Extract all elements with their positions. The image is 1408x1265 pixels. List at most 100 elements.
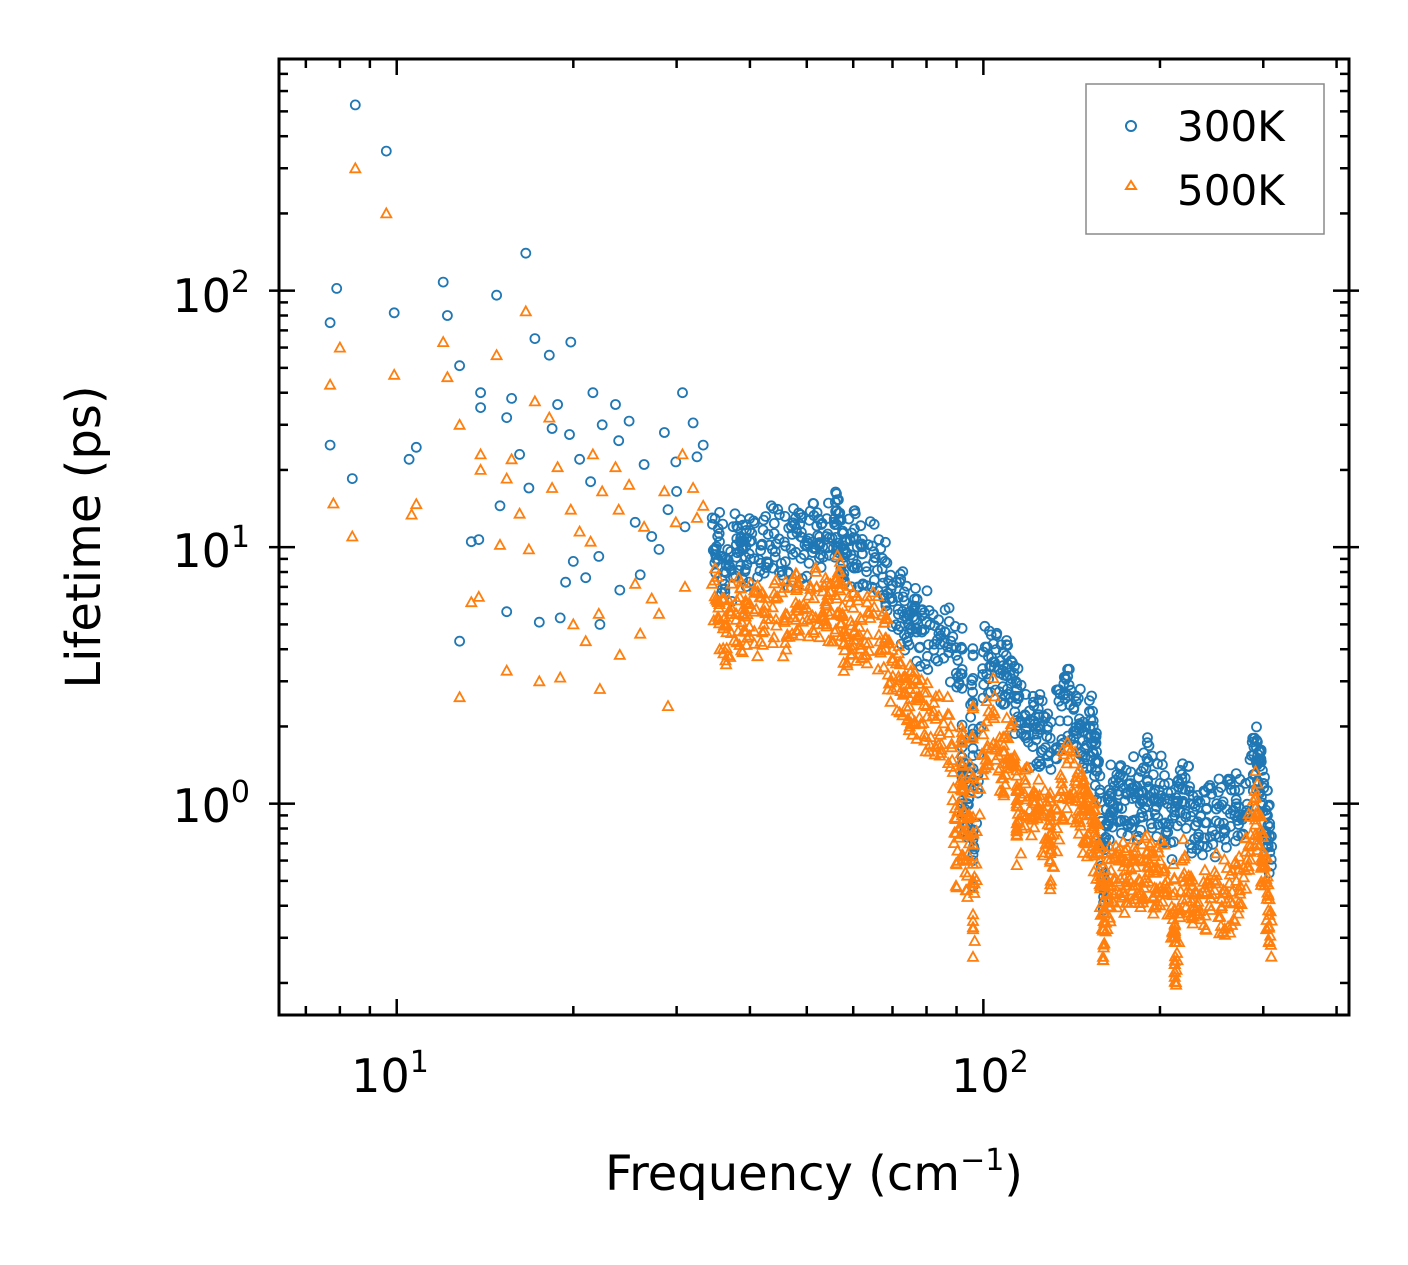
500k-point	[957, 803, 971, 816]
legend-label-500k: 500K	[1177, 166, 1286, 215]
500k-point	[793, 628, 807, 641]
500k-point	[751, 578, 765, 591]
300k-point	[981, 668, 992, 680]
500k-point	[757, 624, 771, 636]
500k-point	[474, 447, 488, 460]
500k-point	[866, 585, 880, 598]
300k-point	[1116, 803, 1128, 814]
500k-point	[955, 735, 969, 748]
500k-point	[791, 575, 805, 587]
500k-point	[1169, 975, 1183, 988]
500k-point	[903, 658, 917, 670]
500k-point	[652, 606, 666, 619]
500k-point	[323, 377, 337, 390]
500k-point	[942, 708, 956, 720]
300k-point	[331, 282, 343, 294]
500k-point	[716, 621, 730, 634]
500k-point	[1117, 906, 1132, 918]
500k-point	[1166, 857, 1180, 869]
500k-point	[882, 636, 896, 649]
500k-point	[379, 206, 393, 219]
500k-point	[612, 502, 626, 515]
300k-point	[1232, 830, 1244, 842]
500k-point	[942, 726, 956, 738]
500k-point	[973, 781, 987, 794]
300k-point	[831, 488, 842, 500]
500k-point	[758, 604, 772, 617]
500k-point	[1156, 885, 1171, 898]
300k-point	[1091, 727, 1102, 739]
300k-point	[1031, 758, 1043, 770]
300k-point	[1045, 764, 1057, 775]
300k-point	[856, 541, 868, 553]
300k-point	[1128, 751, 1139, 763]
300k-point	[1030, 734, 1042, 746]
500k-point	[1066, 785, 1081, 797]
500k-point	[966, 837, 980, 850]
500k-point	[927, 695, 941, 708]
500k-point	[804, 582, 818, 594]
500k-point	[505, 452, 519, 465]
500k-point	[807, 591, 821, 604]
500k-point	[898, 671, 912, 684]
300k-point	[687, 417, 699, 429]
500k-point	[965, 728, 979, 741]
500k-point	[1144, 835, 1158, 848]
300k-point	[916, 624, 927, 636]
300k-point	[758, 567, 770, 579]
500k-point	[1128, 878, 1142, 891]
500k-point	[953, 798, 967, 811]
500k-point	[1097, 940, 1111, 953]
500k-point	[978, 760, 993, 773]
300k-point	[1194, 796, 1206, 808]
500k-point	[934, 737, 949, 750]
300k-point	[916, 604, 928, 615]
300k-point	[956, 668, 968, 680]
500k-point	[892, 646, 906, 659]
300k-point	[911, 594, 923, 606]
500k-point	[1212, 926, 1226, 939]
500k-point	[1146, 906, 1160, 919]
300k-point	[585, 476, 596, 488]
300k-point	[967, 686, 978, 698]
300k-point	[729, 508, 741, 520]
500k-point	[966, 920, 980, 933]
300k-point	[927, 609, 939, 620]
500k-point	[945, 753, 959, 766]
500k-point	[1048, 801, 1062, 813]
300k-point	[897, 566, 909, 578]
300k-point	[1079, 752, 1091, 763]
500k-point	[333, 340, 347, 353]
500k-point	[1101, 885, 1115, 898]
500k-point	[1216, 883, 1231, 895]
500k-point	[800, 600, 814, 613]
300k-point	[956, 719, 968, 731]
500k-point	[387, 367, 401, 380]
300k-point	[803, 557, 815, 569]
500k-point	[926, 704, 941, 717]
500k-point	[877, 660, 891, 673]
500k-point	[1077, 773, 1091, 785]
500k-point	[1241, 859, 1256, 872]
500k-point	[997, 738, 1011, 751]
500k-point	[1082, 787, 1097, 800]
500k-point	[733, 590, 747, 602]
500k-point	[1258, 859, 1272, 872]
300k-point	[1122, 820, 1134, 832]
500k-point	[1248, 764, 1263, 776]
500k-point	[1071, 810, 1085, 823]
500k-point	[879, 631, 893, 643]
500k-point	[950, 843, 965, 856]
300k-point	[860, 561, 872, 573]
300k-point	[802, 537, 814, 549]
500k-point	[838, 643, 852, 656]
500k-point	[833, 564, 847, 577]
500k-point	[1006, 755, 1020, 768]
300k-point	[840, 548, 852, 560]
300k-point	[324, 317, 336, 329]
500k-point	[958, 865, 973, 878]
300k-point	[1091, 746, 1102, 758]
500k-point	[903, 692, 917, 705]
300k-point	[914, 642, 925, 654]
500k-point	[1129, 844, 1143, 856]
